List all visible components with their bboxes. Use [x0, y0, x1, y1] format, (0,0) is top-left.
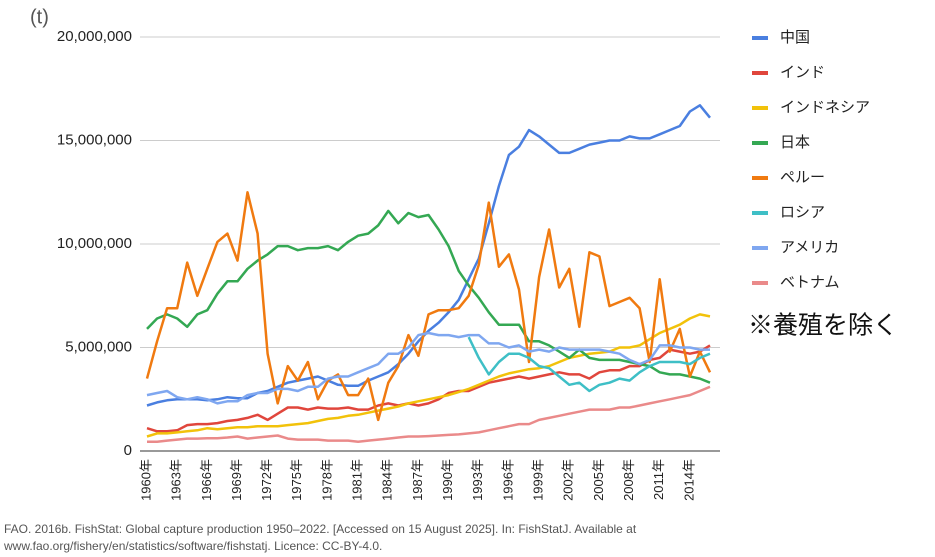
legend-label: インドネシア — [780, 99, 870, 116]
legend-label: 中国 — [780, 29, 810, 46]
series-line — [146, 209, 711, 384]
legend-label: ベトナム — [780, 274, 840, 291]
x-tick-label: 2005年 — [591, 459, 606, 501]
y-tick-label: 0 — [124, 442, 132, 459]
x-tick-label: 1990年 — [440, 459, 455, 501]
y-unit: (t) — [30, 6, 49, 28]
x-tick-label: 2014年 — [681, 459, 696, 501]
series-line — [145, 191, 712, 422]
x-tick-label: 1969年 — [229, 459, 244, 501]
x-tick-label: 1975年 — [289, 459, 304, 501]
legend-label: 日本 — [780, 134, 810, 151]
x-tick-label: 2011年 — [651, 459, 666, 500]
x-tick-label: 1984年 — [380, 459, 395, 501]
x-tick-label: 1981年 — [350, 459, 365, 501]
x-tick-label: 1987年 — [410, 459, 425, 501]
x-tick-label: 1966年 — [199, 459, 214, 501]
y-tick-label: 10,000,000 — [57, 235, 132, 252]
y-tick-label: 20,000,000 — [57, 28, 132, 45]
legend-label: ロシア — [780, 204, 825, 221]
x-tick-label: 1978年 — [319, 459, 334, 501]
y-tick-label: 15,000,000 — [57, 131, 132, 148]
x-tick-label: 1972年 — [259, 459, 274, 501]
legend-label: ペルー — [780, 169, 825, 186]
series-line — [147, 385, 711, 443]
legend-label: アメリカ — [780, 239, 839, 256]
series-line — [146, 344, 711, 433]
x-tick-label: 1996年 — [500, 459, 515, 501]
x-tick-label: 2002年 — [561, 459, 576, 501]
x-tick-label: 1999年 — [531, 459, 546, 501]
legend-label: インド — [780, 64, 825, 81]
source: FAO. 2016b. FishStat: Global capture pro… — [4, 522, 637, 536]
x-tick-label: 1960年 — [138, 459, 153, 501]
x-tick-label: 1993年 — [470, 459, 485, 501]
source: www.fao.org/fishery/en/statistics/softwa… — [3, 539, 382, 553]
annotation: ※養殖を除く — [748, 312, 898, 340]
y-tick-label: 5,000,000 — [65, 338, 132, 355]
x-tick-label: 1963年 — [169, 459, 184, 501]
series-line — [146, 331, 710, 405]
x-tick-label: 2008年 — [621, 459, 636, 501]
series-line — [146, 313, 711, 438]
series-line — [467, 336, 711, 393]
